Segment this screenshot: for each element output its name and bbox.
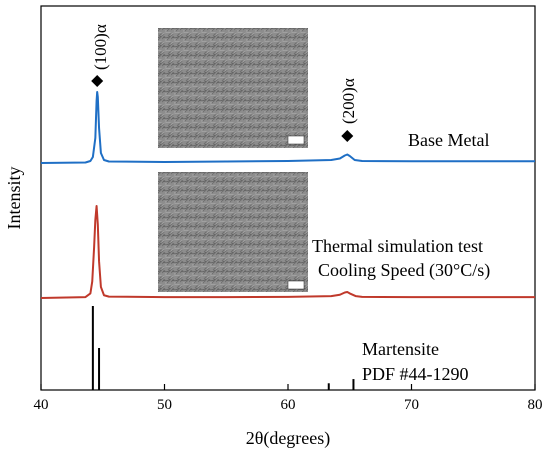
reference-label-line1: Martensite: [362, 339, 439, 359]
peak-marker-1: [341, 130, 354, 142]
x-tick-label-3: 70: [404, 397, 419, 413]
x-axis-title: 2θ(degrees): [246, 428, 331, 449]
x-tick-label-0: 40: [34, 397, 49, 413]
x-tick-label-1: 50: [157, 397, 172, 413]
thermal-label-line2: Cooling Speed (30°C/s): [318, 260, 490, 281]
series-line-1: [40, 205, 535, 299]
scale-bar-box: [287, 135, 305, 145]
x-tick-label-4: 80: [528, 397, 543, 413]
series-line-0: [40, 91, 535, 164]
thermal-sim-micrograph: [158, 172, 308, 292]
x-tick-label-2: 60: [281, 397, 296, 413]
reference-label-line2: PDF #44-1290: [362, 364, 469, 384]
peak-label-200: (200)α: [339, 78, 358, 124]
thermal-label-line1: Thermal simulation test: [312, 236, 483, 256]
base-metal-micrograph: [158, 28, 308, 148]
peak-label-100: (100)α: [91, 24, 110, 70]
peak-marker-0: [91, 75, 104, 87]
base-metal-label: Base Metal: [408, 130, 489, 150]
scale-bar-box: [287, 280, 305, 290]
y-axis-title: Intensity: [4, 167, 24, 230]
